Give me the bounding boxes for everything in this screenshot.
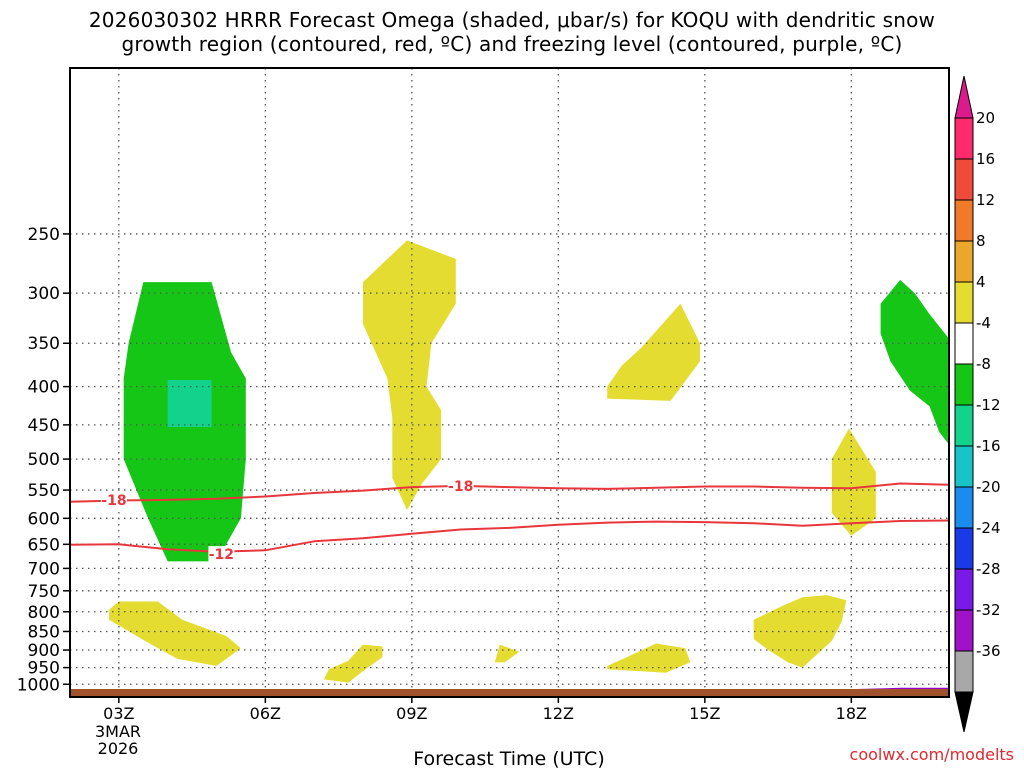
colorbar-swatch: [954, 404, 974, 447]
date-label-day: 3MAR: [95, 722, 141, 741]
date-label-year: 2026: [98, 739, 139, 758]
colorbar-swatch: [954, 281, 974, 324]
y-tick-label-550: 550: [28, 481, 60, 501]
colorbar-swatch: [954, 650, 974, 693]
y-tick-label-800: 800: [28, 603, 60, 623]
y-tick-label-850: 850: [28, 622, 60, 642]
ground-strip: [70, 689, 949, 697]
colorbar-label: 20: [976, 109, 995, 127]
y-tick-label-250: 250: [28, 225, 60, 245]
colorbar-swatch: [954, 486, 974, 529]
x-axis: 03Z 06Z 09Z 12Z 15Z 18Z: [103, 697, 867, 723]
shade-yellow-f: [494, 644, 520, 663]
colorbar-label: 16: [976, 150, 995, 168]
colorbar-swatch: [954, 199, 974, 242]
colorbar-swatch: [954, 363, 974, 406]
contour-label-bg: [100, 491, 127, 508]
colorbar: 20 16 12 8 4 -4 -8 -12 -16 -20 -24 -28 -32 -36: [954, 75, 1001, 733]
y-tick-label-700: 700: [28, 559, 60, 579]
colorbar-swatch: [954, 322, 974, 365]
plot-frame: [69, 67, 950, 698]
omega-shading: [109, 240, 949, 683]
y-axis: 2503003504004505005506006507007508008509…: [17, 225, 70, 695]
chart-title-line2: growth region (contoured, red, ºC) and f…: [121, 32, 903, 56]
colorbar-label: -12: [976, 396, 1001, 414]
shade-teal-a: [167, 380, 212, 427]
x-tick-label-18Z: 18Z: [836, 704, 867, 723]
x-tick-label-03Z: 03Z: [103, 704, 134, 723]
colorbar-label: 12: [976, 191, 995, 209]
y-tick-label-400: 400: [28, 378, 60, 398]
y-tick-label-650: 650: [28, 535, 60, 555]
y-tick-label-300: 300: [28, 284, 60, 304]
y-tick-label-950: 950: [28, 659, 60, 679]
x-tick-label-15Z: 15Z: [689, 704, 720, 723]
colorbar-label: -8: [976, 355, 991, 373]
y-tick-label-350: 350: [28, 334, 60, 354]
y-tick-label-900: 900: [28, 641, 60, 661]
shade-yellow-h: [753, 595, 847, 668]
contour-label-bg: [208, 546, 235, 563]
chart-title: 2026030302 HRRR Forecast Omega (shaded, …: [0, 8, 1024, 56]
colorbar-label: -36: [976, 642, 1001, 660]
colorbar-label: -24: [976, 519, 1001, 537]
shade-yellow-g: [607, 643, 691, 673]
colorbar-swatch: [954, 240, 974, 283]
shade-yellow-d: [109, 601, 241, 666]
contour-label: -18: [448, 479, 473, 495]
y-tick-label-750: 750: [28, 582, 60, 602]
colorbar-swatch: [954, 117, 974, 160]
colorbar-label: -4: [976, 314, 991, 332]
x-tick-label-12Z: 12Z: [543, 704, 574, 723]
colorbar-label: -28: [976, 560, 1001, 578]
colorbar-swatch: [954, 527, 974, 570]
chart-title-line1: 2026030302 HRRR Forecast Omega (shaded, …: [88, 8, 936, 32]
colorbar-swatch: [954, 445, 974, 488]
shade-yellow-e: [323, 644, 383, 683]
y-tick-label-500: 500: [28, 450, 60, 470]
colorbar-swatch: [954, 568, 974, 611]
shade-green-b: [880, 279, 949, 445]
shade-yellow-a: [363, 240, 456, 511]
colorbar-top-cap: [954, 75, 974, 119]
gridlines: [70, 68, 949, 697]
x-tick-label-06Z: 06Z: [250, 704, 281, 723]
contour-label-bg: [447, 477, 474, 494]
x-tick-label-09Z: 09Z: [396, 704, 427, 723]
contour-lines: -18 -18 -12: [70, 477, 949, 693]
shade-yellow-c: [831, 428, 876, 536]
contour-label: -18: [101, 493, 126, 509]
colorbar-label: -32: [976, 601, 1001, 619]
credit-link[interactable]: coolwx.com/modelts: [849, 745, 1014, 764]
colorbar-swatch: [954, 609, 974, 652]
colorbar-label: 8: [976, 232, 986, 250]
colorbar-label: 4: [976, 273, 986, 291]
y-tick-label-600: 600: [28, 509, 60, 529]
colorbar-label: -16: [976, 437, 1001, 455]
shade-yellow-b: [607, 303, 700, 401]
y-tick-label-1000: 1000: [17, 675, 60, 695]
x-axis-title: Forecast Time (UTC): [413, 748, 604, 768]
y-tick-label-450: 450: [28, 416, 60, 436]
contour-label: -12: [209, 547, 234, 563]
colorbar-label: -20: [976, 478, 1001, 496]
colorbar-bottom-cap: [954, 691, 974, 733]
contour-dgz-minus18: [70, 482, 949, 503]
colorbar-swatch: [954, 158, 974, 201]
